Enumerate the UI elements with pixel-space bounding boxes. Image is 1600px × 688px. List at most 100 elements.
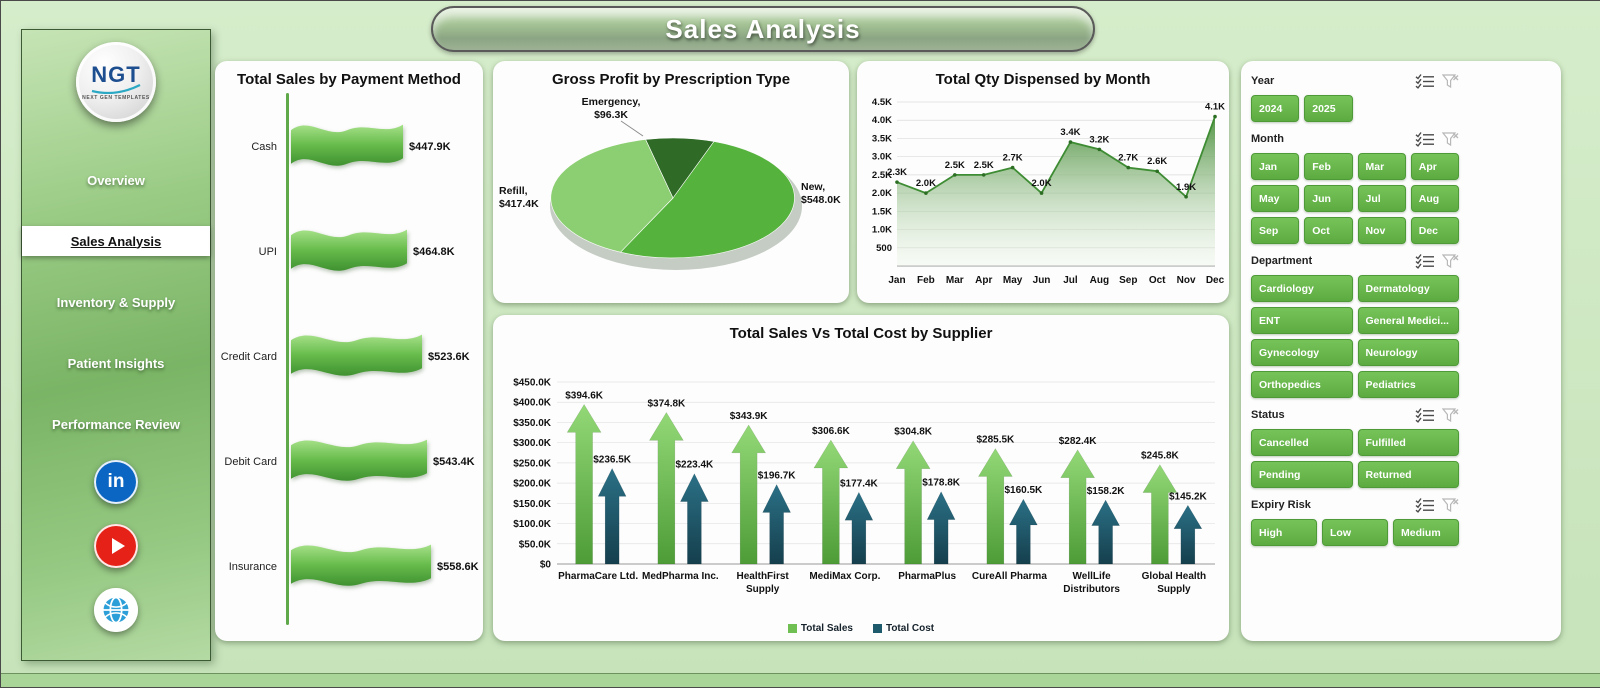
svg-text:$177.4K: $177.4K <box>840 478 879 489</box>
filter-section-header: Year <box>1251 73 1459 89</box>
filter-option-may[interactable]: May <box>1251 185 1300 212</box>
clear-filter-icon[interactable] <box>1442 131 1459 147</box>
filter-option-sep[interactable]: Sep <box>1251 217 1300 244</box>
logo-subtext: NEXT GEN TEMPLATES <box>82 94 150 101</box>
select-all-icon[interactable] <box>1415 253 1435 269</box>
filter-option-gynecology[interactable]: Gynecology <box>1251 339 1353 366</box>
filter-option-neurology[interactable]: Neurology <box>1357 339 1459 366</box>
select-all-icon[interactable] <box>1415 497 1435 513</box>
svg-text:Distributors: Distributors <box>1063 584 1120 595</box>
svg-text:$178.8K: $178.8K <box>922 478 961 489</box>
sidebar-item-performance-review[interactable]: Performance Review <box>22 409 210 439</box>
filter-option-2025[interactable]: 2025 <box>1304 95 1353 122</box>
filter-option-feb[interactable]: Feb <box>1304 153 1353 180</box>
value-label: $464.8K <box>413 245 455 258</box>
filter-section-department: Department Cardiology Dermatology ENT Genera… <box>1251 253 1459 398</box>
svg-text:Dec: Dec <box>1206 275 1225 286</box>
svg-text:4.1K: 4.1K <box>1205 102 1225 113</box>
pie-label: Emergency, <box>582 96 641 108</box>
linkedin-icon[interactable]: in <box>94 460 138 504</box>
svg-text:$250.0K: $250.0K <box>513 458 552 469</box>
legend-label: Total Sales <box>800 623 853 634</box>
globe-glyph <box>103 596 129 624</box>
clear-filter-icon[interactable] <box>1442 407 1459 423</box>
filter-option-pediatrics[interactable]: Pediatrics <box>1357 371 1459 398</box>
filter-option-apr[interactable]: Apr <box>1410 153 1459 180</box>
svg-text:$285.5K: $285.5K <box>976 435 1015 446</box>
website-icon[interactable] <box>94 588 138 632</box>
svg-text:2.3K: 2.3K <box>887 167 907 178</box>
sidebar-item-patient-insights[interactable]: Patient Insights <box>22 348 210 378</box>
sidebar-item-label: Patient Insights <box>67 355 165 371</box>
sidebar-item-label: Sales Analysis <box>70 233 162 249</box>
ribbon-bar <box>291 124 403 166</box>
filter-option-orthopedics[interactable]: Orthopedics <box>1251 371 1353 398</box>
select-all-icon[interactable] <box>1415 73 1435 89</box>
sidebar-item-overview[interactable]: Overview <box>22 165 210 195</box>
filter-option-ent[interactable]: ENT <box>1251 307 1353 334</box>
filter-option-cancelled[interactable]: Cancelled <box>1251 429 1353 456</box>
filter-option-jun[interactable]: Jun <box>1304 185 1353 212</box>
svg-text:$300.0K: $300.0K <box>513 438 552 449</box>
filter-option-dec[interactable]: Dec <box>1410 217 1459 244</box>
clear-filter-icon[interactable] <box>1442 253 1459 269</box>
svg-text:2.5K: 2.5K <box>945 160 965 171</box>
sidebar-item-sales-analysis[interactable]: Sales Analysis <box>22 226 210 256</box>
select-all-icon[interactable] <box>1415 131 1435 147</box>
filter-option-medium[interactable]: Medium <box>1393 519 1459 546</box>
filter-option-jan[interactable]: Jan <box>1251 153 1300 180</box>
sidebar-item-inventory-supply[interactable]: Inventory & Supply <box>22 287 210 317</box>
sidebar-nav: Overview Sales Analysis Inventory & Supply… <box>22 134 210 470</box>
svg-text:$245.8K: $245.8K <box>1141 451 1180 462</box>
svg-text:$223.4K: $223.4K <box>675 460 714 471</box>
filter-option-2024[interactable]: 2024 <box>1251 95 1300 122</box>
filter-section-header: Department <box>1251 253 1459 269</box>
filter-option-general-medici[interactable]: General Medici... <box>1357 307 1459 334</box>
page-title-text: Sales Analysis <box>665 13 861 44</box>
category-label: Debit Card <box>224 455 277 468</box>
filter-option-low[interactable]: Low <box>1322 519 1388 546</box>
filter-section-label: Expiry Risk <box>1251 499 1311 511</box>
filter-section-header: Status <box>1251 407 1459 423</box>
category-label: Cash <box>251 140 277 153</box>
svg-text:Nov: Nov <box>1177 275 1196 286</box>
prescription-pie-chart: Emergency,$96.3K New,$548.0K Refill,$417.4… <box>499 96 841 270</box>
pie-value-label: $96.3K <box>594 109 628 121</box>
legend-swatch <box>787 624 797 633</box>
svg-text:2.0K: 2.0K <box>916 178 936 189</box>
filter-option-returned[interactable]: Returned <box>1357 461 1459 488</box>
filter-option-cardiology[interactable]: Cardiology <box>1251 275 1353 302</box>
pie-value-label: $417.4K <box>499 198 539 210</box>
filter-option-mar[interactable]: Mar <box>1357 153 1406 180</box>
logo-swoosh-icon <box>91 83 141 94</box>
svg-text:$196.7K: $196.7K <box>758 470 797 481</box>
sidebar: NGT NEXT GEN TEMPLATES Overview Sales Ana… <box>21 29 211 661</box>
payment-chart-title: Total Sales by Payment Method <box>237 71 461 88</box>
svg-text:CureAll Pharma: CureAll Pharma <box>972 571 1047 582</box>
svg-text:3.0K: 3.0K <box>872 152 892 163</box>
filter-option-pending[interactable]: Pending <box>1251 461 1353 488</box>
filter-option-fulfilled[interactable]: Fulfilled <box>1357 429 1459 456</box>
youtube-icon[interactable] <box>94 524 138 568</box>
category-label: Credit Card <box>220 350 277 363</box>
sidebar-item-label: Overview <box>87 172 145 188</box>
filter-option-oct[interactable]: Oct <box>1304 217 1353 244</box>
clear-filter-icon[interactable] <box>1442 73 1459 89</box>
legend-total-sales[interactable]: Total Sales <box>787 623 853 634</box>
svg-text:Aug: Aug <box>1090 275 1109 286</box>
filter-option-nov[interactable]: Nov <box>1357 217 1406 244</box>
select-all-icon[interactable] <box>1415 407 1435 423</box>
filter-options-grid: Cancelled Fulfilled Pending Returned <box>1251 429 1459 488</box>
filter-option-high[interactable]: High <box>1251 519 1317 546</box>
ribbon-bar <box>291 439 427 481</box>
sidebar-socials: in <box>22 460 210 632</box>
value-label: $523.6K <box>428 350 470 363</box>
legend-total-cost[interactable]: Total Cost <box>872 623 934 634</box>
filter-section-year: Year 2024 2025 <box>1251 73 1459 122</box>
svg-text:Sep: Sep <box>1119 275 1137 286</box>
clear-filter-icon[interactable] <box>1442 497 1459 513</box>
filter-options-grid: High Low Medium <box>1251 519 1459 546</box>
filter-option-jul[interactable]: Jul <box>1357 185 1406 212</box>
filter-option-aug[interactable]: Aug <box>1410 185 1459 212</box>
filter-option-dermatology[interactable]: Dermatology <box>1357 275 1459 302</box>
